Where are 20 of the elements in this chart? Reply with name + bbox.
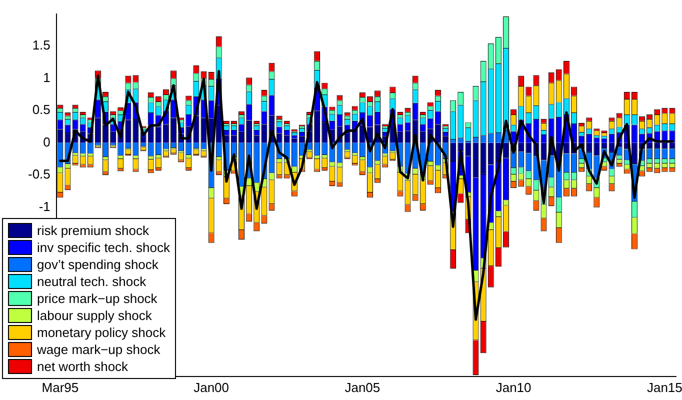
- y-tick-label: -0.5: [28, 166, 50, 182]
- x-tick-label: Jan15: [646, 380, 682, 395]
- legend-label: monetary policy shock: [37, 324, 166, 341]
- legend-label: neutral tech. shock: [37, 273, 146, 290]
- y-tick-label: 1: [43, 70, 50, 85]
- x-tick-label: Jan00: [194, 380, 230, 395]
- x-tick-label: Jan05: [344, 380, 380, 395]
- legend-label: gov’t spending shock: [37, 256, 158, 273]
- x-tick-label: Jan10: [496, 380, 532, 395]
- legend-label: labour supply shock: [37, 307, 152, 324]
- y-tick-label: 0: [43, 134, 50, 150]
- legend-label: inv specific tech. shock: [37, 239, 170, 256]
- y-tick-label: 0.5: [32, 102, 50, 118]
- x-tick-label: Mar95: [42, 380, 79, 395]
- y-tick-label: 1.5: [32, 38, 50, 53]
- legend-label: risk premium shock: [37, 222, 149, 239]
- legend-label: wage mark−up shock: [37, 341, 160, 358]
- legend-label: net worth shock: [37, 358, 128, 375]
- y-tick-label: -1: [38, 198, 50, 214]
- legend-label: price mark−up shock: [37, 290, 158, 307]
